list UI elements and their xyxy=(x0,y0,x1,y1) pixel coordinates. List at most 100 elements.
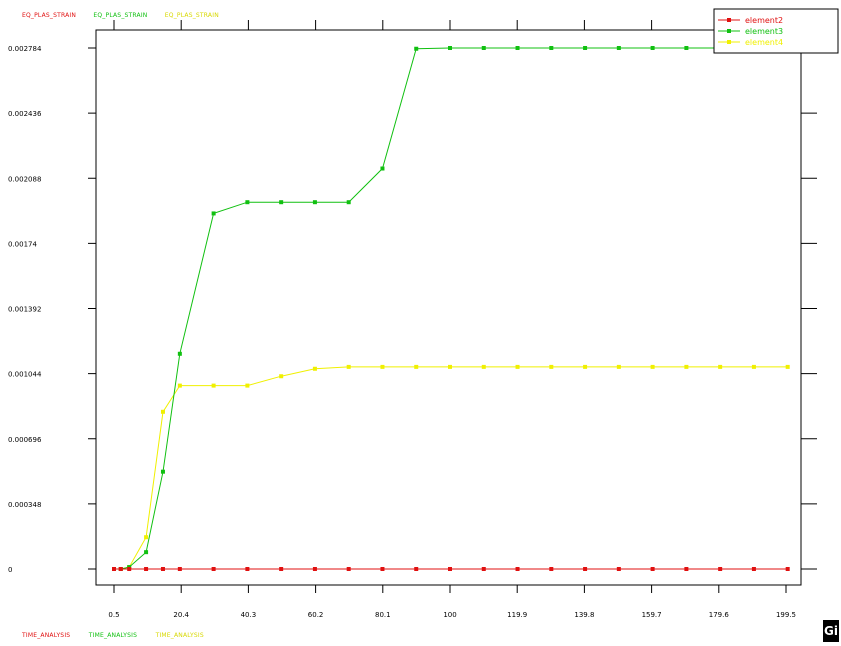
point-element3 xyxy=(245,200,250,205)
x-tick-label: 60.2 xyxy=(308,611,324,619)
y-axis-title-3: EQ_PLAS_STRAIN xyxy=(164,12,219,19)
point-element3 xyxy=(380,166,385,171)
plot-frame xyxy=(95,29,802,586)
point-element4 xyxy=(380,364,385,369)
point-element4 xyxy=(785,364,790,369)
y-axis-title-1: EQ_PLAS_STRAIN xyxy=(22,12,77,19)
x-tick-label: 20.4 xyxy=(173,611,189,619)
point-element4 xyxy=(549,364,554,369)
x-axis-title-1: TIME_ANALYSIS xyxy=(22,632,71,639)
y-tick-label: 0.002784 xyxy=(8,45,42,53)
y-tick-label: 0.000696 xyxy=(8,436,42,444)
point-element4 xyxy=(616,364,621,369)
point-element3 xyxy=(481,46,486,50)
legend-marker xyxy=(727,40,731,44)
point-element4 xyxy=(718,364,723,369)
point-element2 xyxy=(211,567,216,571)
point-element2 xyxy=(481,567,486,571)
point-element2 xyxy=(448,567,452,571)
point-element4 xyxy=(177,383,182,388)
point-element3 xyxy=(684,46,689,50)
point-element4 xyxy=(211,383,216,388)
x-tick-label: 139.8 xyxy=(574,611,594,619)
point-element4 xyxy=(583,364,588,369)
x-tick-label: 159.7 xyxy=(642,611,662,619)
point-element4 xyxy=(245,383,250,388)
legend-marker xyxy=(727,18,731,22)
point-element3 xyxy=(346,200,351,205)
point-element3 xyxy=(616,46,621,50)
point-element4 xyxy=(481,364,486,369)
point-element2 xyxy=(127,567,132,571)
y-tick-label: 0.001392 xyxy=(8,306,41,314)
y-tick-label: 0.002088 xyxy=(8,175,41,183)
point-element2 xyxy=(515,567,520,571)
point-element2 xyxy=(684,567,689,571)
y-tick-label: 0.000348 xyxy=(8,501,41,509)
point-element4 xyxy=(160,409,165,414)
x-tick-label: 199.5 xyxy=(776,611,796,619)
point-element2 xyxy=(583,567,588,571)
x-tick-label: 80.1 xyxy=(375,611,391,619)
point-element3 xyxy=(650,46,655,50)
point-element2 xyxy=(312,567,317,571)
y-axis-title-2: EQ_PLAS_STRAIN xyxy=(93,12,148,19)
point-element3 xyxy=(414,46,419,51)
point-element4 xyxy=(448,364,452,369)
point-element4 xyxy=(144,535,149,540)
point-element4 xyxy=(684,364,689,369)
point-element3 xyxy=(279,200,284,205)
point-element4 xyxy=(414,364,419,369)
point-element2 xyxy=(616,567,621,571)
point-element2 xyxy=(177,567,182,571)
x-tick-label: 100 xyxy=(443,611,456,619)
series-line-element3 xyxy=(114,47,788,570)
point-element2 xyxy=(112,567,116,571)
point-element3 xyxy=(211,211,216,216)
x-tick-label: 0.5 xyxy=(108,611,119,619)
x-tick-label: 40.3 xyxy=(241,611,257,619)
point-element3 xyxy=(448,46,452,50)
point-element3 xyxy=(583,46,588,50)
series-group xyxy=(112,46,790,571)
legend: element2 element3 element4 xyxy=(713,8,839,54)
point-element3 xyxy=(177,351,182,356)
point-element4 xyxy=(650,364,655,369)
series-line-element4 xyxy=(114,366,788,570)
point-element2 xyxy=(279,567,284,571)
legend-label: element4 xyxy=(745,38,783,47)
legend-marker xyxy=(727,29,731,33)
point-element2 xyxy=(718,567,723,571)
point-element2 xyxy=(346,567,351,571)
point-element4 xyxy=(751,364,756,369)
y-tick-label: 0.002436 xyxy=(8,110,42,118)
point-element3 xyxy=(549,46,554,50)
x-tick-label: 119.9 xyxy=(507,611,527,619)
point-element3 xyxy=(312,200,317,205)
point-element2 xyxy=(650,567,655,571)
x-axis-title-3: TIME_ANALYSIS xyxy=(155,632,204,639)
y-tick-label: 0.001044 xyxy=(8,371,42,379)
point-element2 xyxy=(144,567,149,571)
point-element2 xyxy=(380,567,385,571)
point-element4 xyxy=(312,366,317,371)
y-tick-label: 0.00174 xyxy=(8,240,37,248)
point-element3 xyxy=(160,469,165,474)
point-element2 xyxy=(549,567,554,571)
point-element2 xyxy=(160,567,165,571)
point-element4 xyxy=(515,364,520,369)
legend-label: element2 xyxy=(745,16,783,25)
point-element2 xyxy=(751,567,756,571)
y-tick-label: 0 xyxy=(8,566,12,574)
gid-logo: Gi xyxy=(823,620,839,642)
plot-border xyxy=(95,29,802,586)
x-tick-label: 179.6 xyxy=(709,611,730,619)
point-element2 xyxy=(118,567,123,571)
point-element2 xyxy=(414,567,419,571)
x-axis-title-2: TIME_ANALYSIS xyxy=(88,632,138,639)
point-element4 xyxy=(346,364,351,369)
axis-ticks: 0 0.000348 0.000696 0.001044 0.001392 0.00174… xyxy=(8,20,817,619)
point-element2 xyxy=(245,567,250,571)
legend-label: element3 xyxy=(745,27,783,36)
